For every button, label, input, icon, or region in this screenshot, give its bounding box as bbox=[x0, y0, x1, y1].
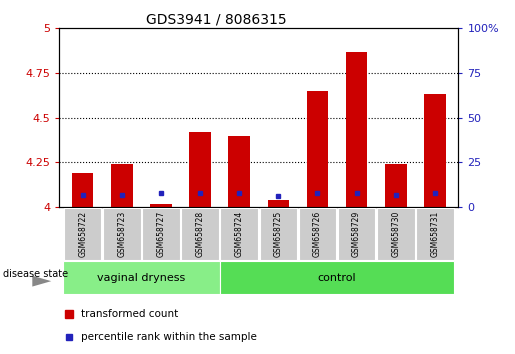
Bar bbox=[142, 208, 180, 260]
Bar bbox=[111, 164, 132, 207]
Bar bbox=[150, 204, 171, 207]
Bar bbox=[416, 208, 454, 260]
Bar bbox=[181, 208, 219, 260]
Bar bbox=[64, 208, 101, 260]
Text: transformed count: transformed count bbox=[81, 309, 178, 319]
Bar bbox=[377, 208, 415, 260]
Text: GSM658726: GSM658726 bbox=[313, 211, 322, 257]
Bar bbox=[190, 132, 211, 207]
Text: GSM658723: GSM658723 bbox=[117, 211, 126, 257]
Bar bbox=[268, 200, 289, 207]
Bar bbox=[424, 95, 445, 207]
Text: GSM658725: GSM658725 bbox=[274, 211, 283, 257]
Bar bbox=[385, 164, 406, 207]
Text: vaginal dryness: vaginal dryness bbox=[97, 273, 185, 282]
Polygon shape bbox=[32, 276, 52, 287]
Text: GSM658728: GSM658728 bbox=[196, 211, 204, 257]
Bar bbox=[220, 208, 258, 260]
Text: GSM658727: GSM658727 bbox=[157, 211, 165, 257]
Text: disease state: disease state bbox=[3, 269, 67, 279]
Text: percentile rank within the sample: percentile rank within the sample bbox=[81, 332, 257, 342]
Bar bbox=[299, 208, 336, 260]
Bar bbox=[338, 208, 375, 260]
Text: GDS3941 / 8086315: GDS3941 / 8086315 bbox=[146, 12, 287, 27]
Text: GSM658731: GSM658731 bbox=[431, 211, 439, 257]
Bar bbox=[63, 261, 220, 294]
Text: GSM658729: GSM658729 bbox=[352, 211, 361, 257]
Bar bbox=[346, 52, 367, 207]
Bar bbox=[103, 208, 141, 260]
Bar bbox=[260, 208, 297, 260]
Bar bbox=[220, 261, 454, 294]
Text: GSM658722: GSM658722 bbox=[78, 211, 87, 257]
Bar bbox=[229, 136, 250, 207]
Text: control: control bbox=[318, 273, 356, 282]
Bar bbox=[72, 173, 93, 207]
Text: GSM658730: GSM658730 bbox=[391, 211, 400, 257]
Bar bbox=[307, 91, 328, 207]
Text: GSM658724: GSM658724 bbox=[235, 211, 244, 257]
